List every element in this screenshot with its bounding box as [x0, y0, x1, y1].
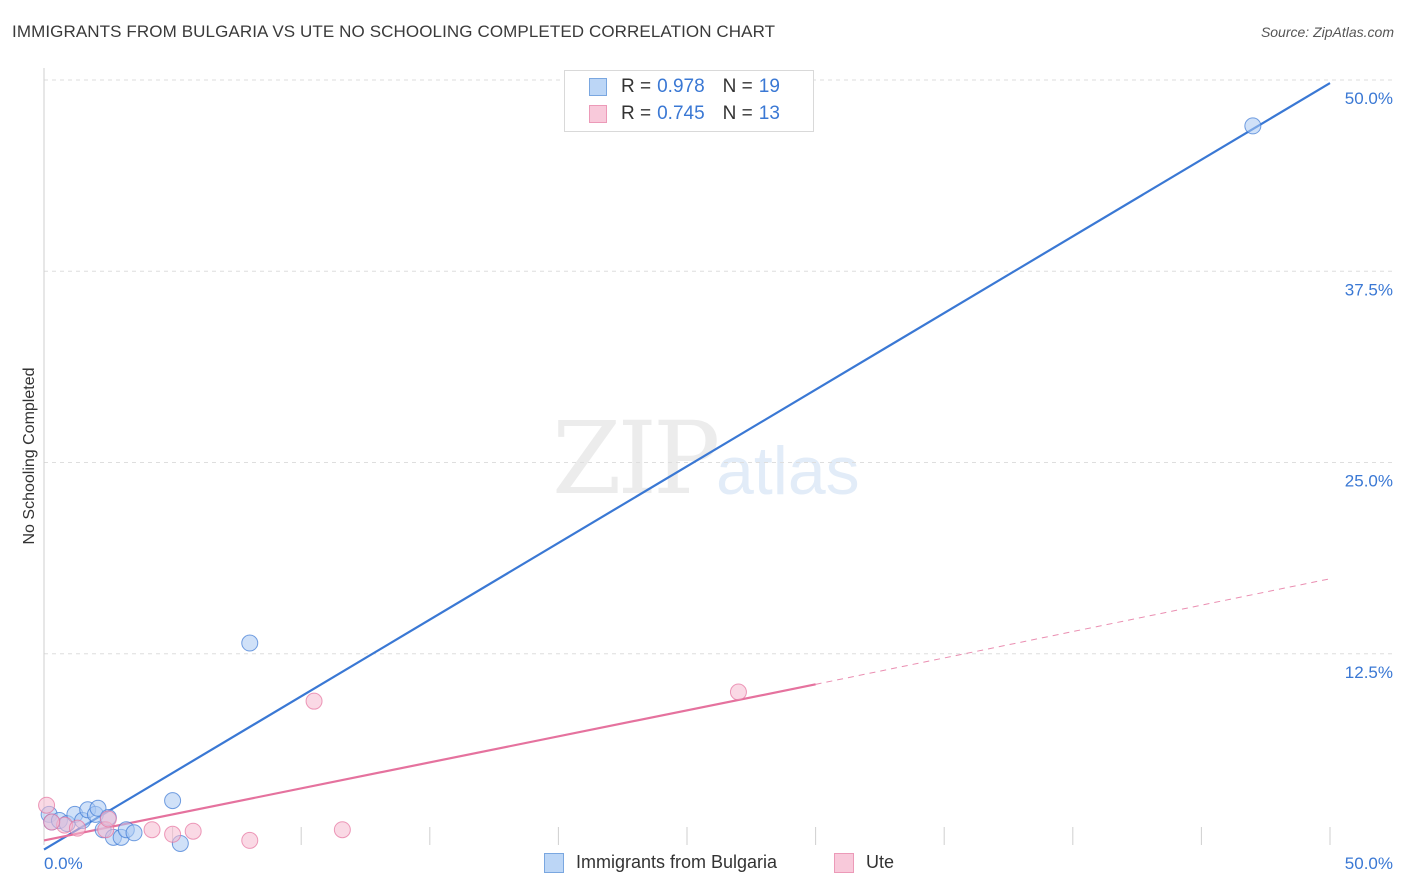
data-point-ute — [333, 821, 351, 839]
legend-swatch-blue — [589, 78, 607, 96]
legend-n-value: 19 — [758, 76, 780, 97]
legend-r-label: R = — [621, 103, 652, 124]
data-point-ute — [68, 819, 86, 837]
data-point-ute — [305, 692, 323, 710]
trend-line-ute — [43, 683, 816, 842]
y-tick-label: 50.0% — [1345, 89, 1393, 108]
data-point-bulgaria — [241, 634, 259, 652]
legend-r-value: 0.745 — [657, 103, 705, 124]
legend-r-value: 0.978 — [657, 76, 705, 97]
data-point-ute — [43, 813, 61, 831]
y-tick-label: 37.5% — [1345, 280, 1393, 299]
data-point-ute — [143, 821, 161, 839]
data-point-bulgaria — [1244, 117, 1262, 135]
data-point-ute — [729, 683, 747, 701]
legend-swatch-pink — [834, 852, 854, 873]
x-tick-label: 50.0% — [1345, 854, 1393, 873]
data-point-bulgaria — [164, 792, 182, 810]
data-point-ute — [164, 825, 182, 843]
data-point-ute — [38, 796, 56, 814]
data-point-ute — [241, 831, 259, 849]
legend-swatch-blue — [544, 852, 564, 873]
legend-n-label: N = — [722, 103, 753, 124]
chart-title: IMMIGRANTS FROM BULGARIA VS UTE NO SCHOO… — [12, 22, 776, 41]
trend-line-ute-extension — [815, 578, 1331, 685]
trend-line-bulgaria — [43, 82, 1331, 851]
x-tick-label: 0.0% — [44, 854, 83, 873]
source-credit: Source: ZipAtlas.com — [1260, 24, 1394, 40]
legend-label-ute: Ute — [866, 852, 895, 872]
legend-swatch-pink — [589, 105, 607, 123]
legend-r-label: R = — [621, 76, 652, 97]
legend-label-bulgaria: Immigrants from Bulgaria — [576, 852, 778, 872]
legend-row-ute: R = 0.745 N = 13 — [589, 102, 780, 126]
data-point-ute — [99, 810, 117, 828]
watermark-atlas: atlas — [716, 433, 860, 509]
correlation-legend: R = 0.978 N = 19 R = 0.745 N = 13 — [564, 70, 814, 132]
data-point-bulgaria — [125, 824, 143, 842]
data-point-ute — [184, 822, 202, 840]
legend-n-value: 13 — [758, 103, 780, 124]
y-axis-label: No Schooling Completed — [21, 368, 38, 545]
series-legend: Immigrants from Bulgaria Ute — [0, 852, 1406, 876]
legend-n-label: N = — [722, 76, 753, 97]
y-tick-label: 12.5% — [1345, 663, 1393, 682]
legend-row-bulgaria: R = 0.978 N = 19 — [589, 75, 780, 99]
legend-item-bulgaria: Immigrants from Bulgaria — [544, 852, 777, 873]
y-tick-label: 25.0% — [1345, 472, 1393, 491]
legend-item-ute: Ute — [834, 852, 894, 873]
